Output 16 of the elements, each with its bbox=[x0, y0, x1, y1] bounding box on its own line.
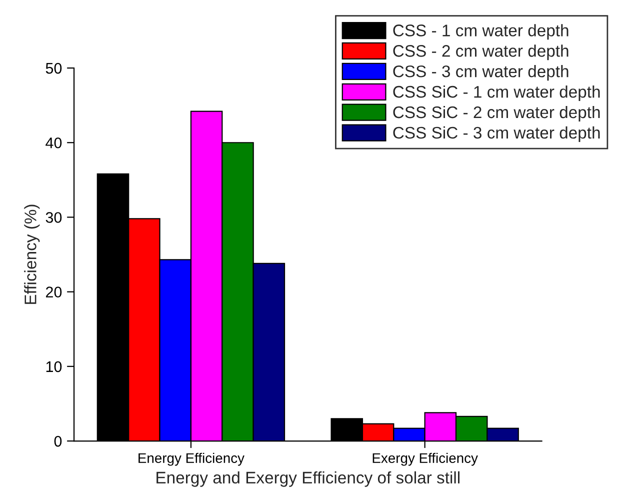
legend-label: CSS SiC - 2 cm water depth bbox=[393, 106, 600, 122]
x-tick-label: Exergy Efficiency bbox=[372, 452, 478, 466]
y-tick-label: 20 bbox=[46, 286, 62, 298]
legend-label: CSS - 1 cm water depth bbox=[393, 24, 568, 40]
y-tick-label: 50 bbox=[46, 62, 62, 74]
y-tick-label: 10 bbox=[46, 361, 62, 372]
legend-label: CSS - 2 cm water depth bbox=[393, 44, 568, 60]
legend-label: CSS - 3 cm water depth bbox=[393, 65, 568, 81]
legend-label: CSS SiC - 3 cm water depth bbox=[393, 126, 600, 142]
y-axis-title: Efficiency (%) bbox=[24, 204, 40, 304]
y-tick-label: 40 bbox=[46, 137, 62, 148]
y-tick-label: 30 bbox=[46, 212, 62, 223]
legend-label: CSS SiC - 1 cm water depth bbox=[393, 85, 600, 102]
y-tick-label: 0 bbox=[54, 436, 62, 447]
x-tick-label: Energy Efficiency bbox=[138, 452, 244, 466]
x-axis-title: Energy and Exergy Efficiency of solar still bbox=[156, 471, 460, 487]
